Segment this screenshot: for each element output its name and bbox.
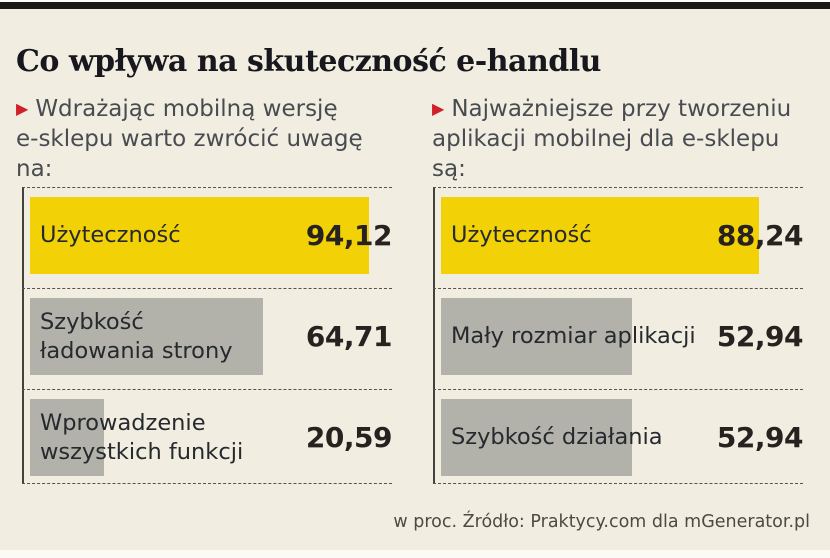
intro-left-text: Wdrażając mobilną wersję e-sklepu warto …	[16, 96, 363, 182]
bullet-triangle-icon: ▶	[432, 99, 445, 118]
bar-label: Mały rozmiar aplikacji	[451, 323, 696, 349]
bar-row: Użyteczność 88,24	[433, 187, 804, 288]
intro-right: ▶ Najważniejsze przy tworzeniu aplikacji …	[432, 94, 830, 184]
bar	[30, 399, 104, 476]
bar-value: 52,94	[716, 421, 804, 454]
source-note: w proc. Źródło: Praktycy.com dla mGenera…	[393, 512, 810, 532]
bar-row: Szybkość ładowania strony 64,71	[22, 288, 393, 389]
intro-left: ▶ Wdrażając mobilną wersję e-sklepu warto…	[16, 94, 404, 184]
axis-line	[433, 187, 435, 483]
axis-line	[22, 187, 24, 483]
bar-label: Użyteczność	[40, 222, 181, 248]
bar-label: Użyteczność	[451, 222, 592, 248]
bar	[441, 197, 759, 274]
bar-value: 88,24	[716, 219, 804, 252]
infographic-panel	[0, 9, 830, 550]
bar-value: 94,12	[305, 219, 393, 252]
chart-right: Użyteczność 88,24 Mały rozmiar aplikacji 52…	[433, 187, 804, 484]
page-title: Co wpływa na skuteczność e-handlu	[16, 44, 601, 80]
intro-right-text: Najważniejsze przy tworzeniu aplikacji m…	[432, 96, 792, 182]
bar-label: Wprowadzenie wszystkich funkcji	[40, 409, 244, 465]
bar-label: Szybkość działania	[451, 424, 663, 450]
bar	[441, 399, 632, 476]
bar-label: Szybkość ładowania strony	[40, 308, 233, 364]
top-rule-bar	[0, 2, 830, 9]
bar	[30, 298, 263, 375]
bar-row: Szybkość działania 52,94	[433, 389, 804, 483]
bar-row: Mały rozmiar aplikacji 52,94	[433, 288, 804, 389]
bar-row: Wprowadzenie wszystkich funkcji 20,59	[22, 389, 393, 483]
bar-value: 20,59	[305, 421, 393, 454]
bullet-triangle-icon: ▶	[16, 99, 29, 118]
bar-value: 64,71	[305, 320, 393, 353]
bar	[441, 298, 632, 375]
chart-left: Użyteczność 94,12 Szybkość ładowania stron…	[22, 187, 393, 484]
bar-row: Użyteczność 94,12	[22, 187, 393, 288]
bar-value: 52,94	[716, 320, 804, 353]
bar	[30, 197, 369, 274]
